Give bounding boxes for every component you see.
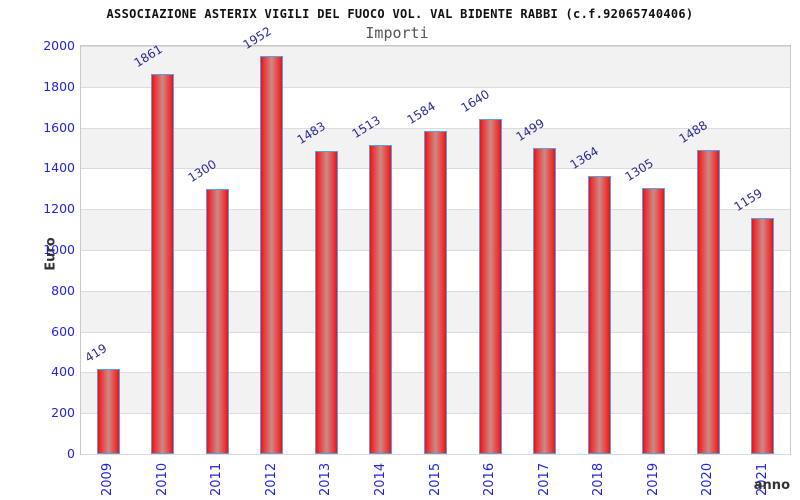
gridline — [81, 87, 790, 88]
bar — [205, 188, 229, 454]
bar — [696, 150, 720, 454]
y-tick-label: 1800 — [43, 78, 75, 94]
bar — [587, 175, 611, 454]
bar — [369, 145, 393, 454]
bar — [151, 74, 175, 454]
bar — [478, 119, 502, 454]
y-tick-label: 1000 — [43, 242, 75, 257]
bar — [642, 187, 666, 454]
gridline — [81, 46, 790, 47]
grid-band — [81, 46, 790, 87]
bar — [424, 130, 447, 454]
x-tick-label: 2009 — [100, 462, 116, 496]
y-tick-label: 1400 — [43, 160, 75, 176]
bar — [751, 217, 775, 454]
bar — [314, 151, 338, 454]
plot-area — [80, 45, 791, 455]
y-tick-label: 400 — [51, 364, 75, 380]
x-tick-label: 2018 — [591, 462, 607, 496]
chart-title: ASSOCIAZIONE ASTERIX VIGILI DEL FUOCO VO… — [106, 7, 694, 21]
x-tick-label: 2013 — [318, 462, 334, 496]
x-tick-label: 2016 — [482, 462, 498, 496]
y-tick-label: 800 — [51, 282, 75, 298]
y-tick-label: 2000 — [43, 38, 75, 53]
y-tick-label: 1200 — [43, 201, 75, 217]
x-tick-label: 2012 — [263, 462, 279, 496]
x-tick-label: 2015 — [427, 462, 443, 496]
y-tick-label: 0 — [67, 446, 75, 461]
x-tick-label: 2020 — [700, 462, 716, 496]
grid-band — [81, 86, 790, 128]
y-tick-label: 1600 — [43, 119, 75, 135]
x-tick-label: 2011 — [209, 462, 225, 496]
x-axis-title: anno — [753, 478, 790, 493]
x-tick-label: 2010 — [154, 462, 170, 496]
bar — [533, 148, 557, 454]
bar — [96, 368, 120, 454]
gridline — [81, 454, 790, 455]
y-tick-label: 200 — [51, 405, 75, 421]
gridline — [81, 128, 790, 129]
x-tick-label: 2014 — [372, 462, 388, 496]
bar — [260, 55, 284, 454]
y-tick-label: 600 — [51, 323, 75, 339]
x-tick-label: 2019 — [645, 462, 661, 496]
chart-subtitle: Importi — [365, 24, 429, 42]
x-tick-label: 2017 — [536, 462, 552, 496]
